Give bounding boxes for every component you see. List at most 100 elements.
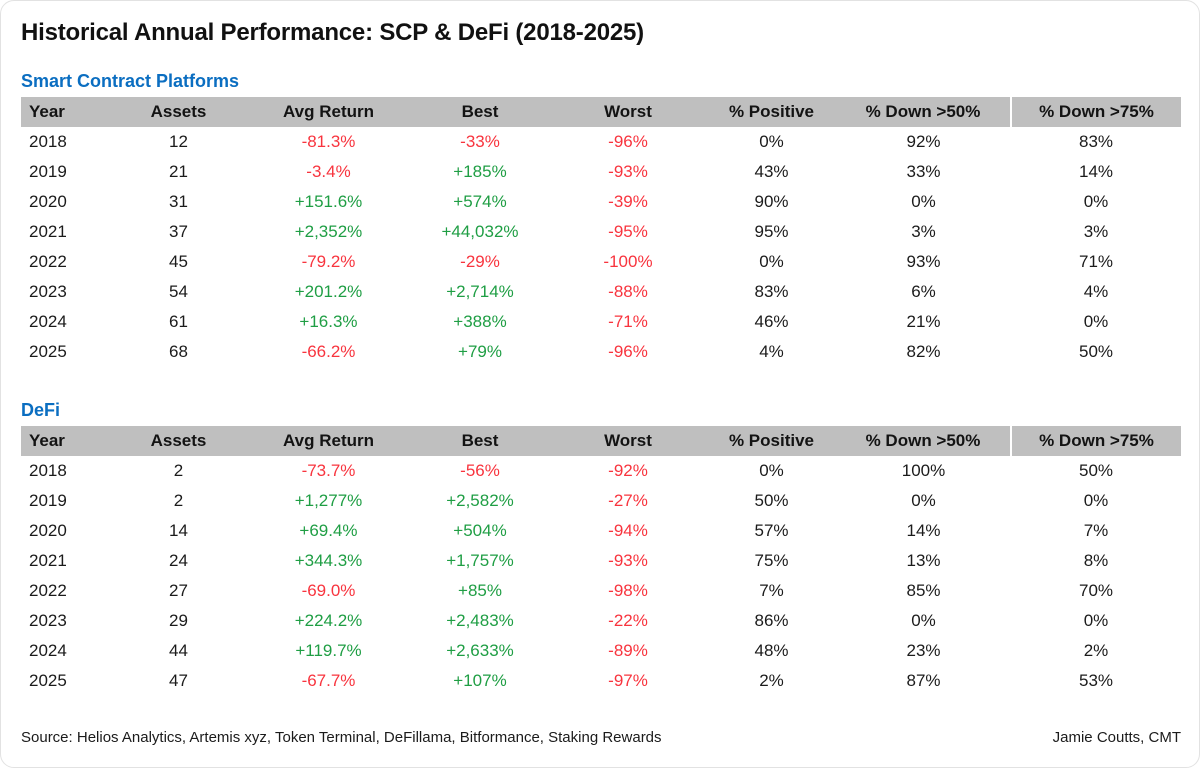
pct-positive-cell: 0% [759, 252, 784, 271]
pct-down-50-cell: 85% [906, 581, 941, 600]
pct-down-75-cell: 53% [1078, 671, 1114, 690]
column-header: Best [411, 426, 549, 456]
pct-down-50-cell: 14% [906, 521, 941, 540]
column-header: % Down >50% [836, 97, 1011, 127]
best-cell: +2,582% [446, 491, 514, 510]
column-header: Assets [111, 426, 246, 456]
pct-down-50-cell: 100% [901, 461, 946, 480]
year-cell: 2018 [29, 461, 67, 480]
pct-positive-cell: 95% [754, 222, 789, 241]
pct-down-75-cell: 3% [1083, 222, 1109, 241]
worst-cell: -97% [608, 671, 648, 690]
table-row: 2018 12 -81.3% -33% -96% 0% 92% 83% [21, 127, 1181, 157]
assets-cell: 2 [173, 461, 184, 480]
table-row: 2025 68 -66.2% +79% -96% 4% 82% 50% [21, 337, 1181, 367]
best-cell: +2,633% [446, 641, 514, 660]
pct-down-50-cell: 0% [911, 491, 936, 510]
assets-cell: 68 [169, 342, 188, 361]
best-cell: -56% [460, 461, 500, 480]
pct-positive-cell: 0% [759, 461, 784, 480]
table-row: 2023 54 +201.2% +2,714% -88% 83% 6% 4% [21, 277, 1181, 307]
table-header-row: Year Assets Avg Return Best Worst% Positive%… [21, 97, 1181, 127]
pct-down-50-cell: 33% [906, 162, 941, 181]
year-cell: 2025 [29, 342, 67, 361]
pct-down-75-cell: 4% [1083, 282, 1109, 301]
pct-down-50-cell: 92% [906, 132, 941, 151]
pct-positive-cell: 43% [754, 162, 789, 181]
pct-down-75-cell: 8% [1083, 551, 1109, 570]
pct-positive-cell: 50% [754, 491, 789, 510]
year-cell: 2023 [29, 282, 67, 301]
pct-down-75-cell: 50% [1078, 342, 1114, 361]
table-header-row: Year Assets Avg Return Best Worst% Positive%… [21, 426, 1181, 456]
year-cell: 2022 [29, 252, 67, 271]
worst-cell: -88% [608, 282, 648, 301]
table-row: 2022 45 -79.2% -29% -100% 0% 93% 71% [21, 247, 1181, 277]
footer: Source: Helios Analytics, Artemis xyz, T… [21, 729, 1181, 746]
avg-return-cell: -3.4% [306, 162, 351, 181]
assets-cell: 12 [169, 132, 188, 151]
worst-cell: -94% [608, 521, 648, 540]
best-cell: +79% [458, 342, 502, 361]
defi-section: DeFi Year Assets Avg Return Best Worst% Posi… [21, 400, 1181, 696]
column-header: Avg Return [246, 426, 411, 456]
scp-performance-table: Year Assets Avg Return Best Worst% Positive%… [21, 97, 1181, 367]
avg-return-cell: +1,277% [294, 491, 363, 510]
section-title-scp: Smart Contract Platforms [21, 71, 240, 91]
assets-cell: 47 [169, 671, 188, 690]
table-row: 2019 21 -3.4% +185% -93% 43% 33% 14% [21, 157, 1181, 187]
pct-positive-cell: 75% [754, 551, 789, 570]
pct-down-50-cell: 0% [911, 192, 936, 211]
worst-cell: -89% [608, 641, 648, 660]
pct-positive-cell: 4% [759, 342, 784, 361]
pct-positive-cell: 48% [754, 641, 789, 660]
pct-down-75-cell: 71% [1078, 252, 1114, 271]
avg-return-cell: +69.4% [299, 521, 358, 540]
worst-cell: -22% [608, 611, 648, 630]
year-cell: 2018 [29, 132, 67, 151]
column-header: Year [21, 97, 111, 127]
worst-cell: -27% [608, 491, 648, 510]
page-title: Historical Annual Performance: SCP & DeF… [21, 19, 644, 46]
best-cell: +504% [453, 521, 507, 540]
column-header: Year [21, 426, 111, 456]
pct-positive-cell: 46% [754, 312, 789, 331]
avg-return-cell: -73.7% [301, 461, 356, 480]
column-header: % Down >75% [1010, 97, 1181, 127]
worst-cell: -100% [603, 252, 653, 271]
assets-cell: 21 [169, 162, 188, 181]
avg-return-cell: +344.3% [294, 551, 363, 570]
best-cell: +388% [453, 312, 507, 331]
pct-down-75-cell: 0% [1083, 611, 1109, 630]
table-row: 2020 14 +69.4% +504% -94% 57% 14% 7% [21, 516, 1181, 546]
scp-section: Smart Contract Platforms Year Assets Avg R… [21, 71, 1181, 367]
year-cell: 2019 [29, 162, 67, 181]
table-row: 2022 27 -69.0% +85% -98% 7% 85% 70% [21, 576, 1181, 606]
assets-cell: 29 [169, 611, 188, 630]
year-cell: 2019 [29, 491, 67, 510]
avg-return-cell: -69.0% [301, 581, 356, 600]
assets-cell: 2 [173, 491, 184, 510]
assets-cell: 54 [169, 282, 188, 301]
avg-return-cell: -79.2% [301, 252, 356, 271]
avg-return-cell: +224.2% [294, 611, 363, 630]
year-cell: 2024 [29, 641, 67, 660]
worst-cell: -71% [608, 312, 648, 331]
column-header: Worst [549, 97, 707, 127]
avg-return-cell: +119.7% [295, 641, 362, 660]
pct-positive-cell: 86% [754, 611, 789, 630]
table-row: 2018 2 -73.7% -56% -92% 0% 100% 50% [21, 456, 1181, 486]
pct-positive-cell: 57% [754, 521, 789, 540]
column-header: % Down >50% [836, 426, 1011, 456]
year-cell: 2020 [29, 192, 67, 211]
table-row: 2021 37 +2,352% +44,032% -95% 95% 3% 3% [21, 217, 1181, 247]
column-header: % Positive [707, 97, 836, 127]
footer-source: Source: Helios Analytics, Artemis xyz, T… [21, 729, 662, 746]
worst-cell: -98% [608, 581, 648, 600]
best-cell: +2,483% [446, 611, 514, 630]
avg-return-cell: -66.2% [301, 342, 356, 361]
best-cell: +85% [458, 581, 502, 600]
pct-positive-cell: 7% [759, 581, 784, 600]
table-row: 2024 44 +119.7% +2,633% -89% 48% 23% 2% [21, 636, 1181, 666]
